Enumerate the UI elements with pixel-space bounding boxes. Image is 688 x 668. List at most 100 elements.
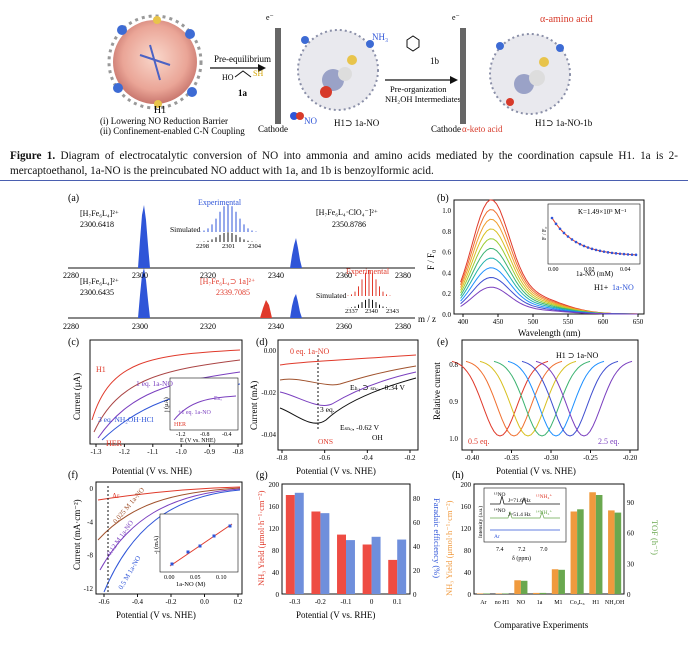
panel-c-label: (c) (68, 337, 79, 348)
h-bar-tof (558, 569, 565, 594)
d-xtick: -0.2 (404, 454, 416, 462)
panel-c-ylabel: Current (μA) (72, 373, 82, 420)
panel-f-ylabel: Current (mA·cm⁻²) (72, 499, 82, 570)
h-xtick: H1 (592, 600, 599, 606)
h-bar-yield (476, 593, 484, 594)
panel-c-inset-eq: +1 eq. 1a-NO (178, 410, 212, 416)
panel-d-eq3-label: 3 eq. (320, 405, 335, 414)
panel-a-top-peak1-mz: 2300.6418 (80, 220, 114, 229)
h-bar-yield (589, 492, 596, 594)
c-xtick: -1.0 (176, 448, 188, 456)
g-y2tick: 20 (413, 567, 421, 575)
f-inset-xtick-0: 0.00 (164, 575, 175, 581)
f-xtick: -0.6 (98, 598, 110, 606)
panel-h-ylabel: NH₃ Yield (μmol·h⁻¹·cm⁻²) (444, 500, 454, 596)
panel-h-inset-trace-1 (490, 495, 560, 505)
h-ytick: 160 (461, 503, 472, 511)
panel-a-top-peak2-label: [H₇Fe₆L₄·ClO₄⁻]²⁺ (316, 208, 378, 217)
b-inset-point (634, 253, 638, 257)
panel-f-curve-ar (97, 486, 241, 501)
electron-label-2: e⁻ (452, 13, 460, 22)
reagent-1a-label: 1a (238, 88, 248, 98)
panel-h-inset (483, 487, 567, 543)
g-bar-yield (337, 534, 346, 594)
g-xtick: -0.1 (340, 598, 352, 606)
f-inset-point (186, 550, 190, 554)
panel-e-eq0-label: 0.5 eq. (468, 437, 490, 446)
panel-e-xlabel: Potential (V vs. NHE) (496, 466, 576, 476)
h1-note-2: (ii) Confinement-enabled C-N Coupling (100, 126, 245, 136)
panel-d-eq0-label: 0 eq. 1a-NO (290, 347, 330, 356)
h-y2tick: 60 (627, 530, 635, 538)
b-inset-point (606, 251, 610, 254)
panel-d-ons-label: ONS (318, 437, 333, 446)
panel-c-inset (169, 377, 239, 431)
panel-c-her-label: HER (106, 439, 123, 448)
b-inset-point (602, 250, 606, 253)
panel-d-e2-label: Eₛₙₒ, -0.62 V (340, 423, 380, 432)
h-xtick: M1 (554, 600, 562, 606)
e-ytick: 0.9 (449, 398, 458, 406)
panel-h-inset-nh4b: ¹⁴NH₄⁺ (536, 510, 552, 516)
panel-d-e1-label: Eₕ₁ ⊃ ₛₙₒ, -0.34 V (350, 383, 406, 392)
panel-c-h1-label: H1 (96, 365, 106, 374)
b-inset-point (590, 247, 594, 251)
panel-b-inset-fit (551, 217, 637, 256)
panel-a-bottom-peak-2 (260, 300, 272, 318)
e-xtick: -0.30 (544, 454, 559, 462)
panel-a-bottom-peak1-mz: 2300.6435 (80, 288, 114, 297)
panel-a-top-exp-label: Experimental (198, 198, 242, 207)
g-ytick: 200 (269, 481, 280, 489)
panel-a-top-peak-2 (290, 238, 302, 268)
h-y2tick: 30 (627, 560, 635, 568)
panel-h-inset-ylabel: Intensity (a.u.) (477, 506, 484, 538)
b-inset-point (582, 244, 586, 248)
b-ytick: 0.2 (442, 290, 451, 298)
h-bar-yield (551, 569, 559, 594)
b-ytick: 0.4 (442, 269, 451, 277)
h-ytick: 40 (464, 569, 472, 577)
h-xtick: Co₄L₆ (570, 600, 585, 606)
h-xtick: 1a (537, 600, 543, 606)
a-top-inset-tick-0: 2298 (196, 243, 209, 250)
b-inset-point (618, 252, 622, 256)
complex-2-label: H1⊃ 1a-NO-1b (535, 118, 593, 128)
b-xtick: 400 (458, 318, 469, 326)
panel-a-bottom-peak-1 (138, 268, 150, 318)
panel-g: (g) -0.3 -0.2 -0.1 0 0.1 NH₃ Yield (μmol·h⁻¹… (256, 470, 442, 620)
f-inset-xtick-2: 0.10 (216, 575, 227, 581)
g-bar-fe (371, 536, 381, 594)
benzoylformic-ring (406, 35, 420, 52)
panel-b-legend-a: H1+ (594, 283, 609, 292)
sh-label: SH (253, 69, 263, 78)
a-top-tick-1: 2300 (132, 271, 148, 280)
cathode-1-label: Cathode (258, 124, 288, 134)
panel-c-inset-xlabel: E (V vs. NHE) (180, 437, 216, 444)
panel-e-label: (e) (437, 337, 448, 348)
h-xtick: NH₂OH (605, 600, 625, 606)
panel-a-bottom-sim-label: Simulated (316, 291, 347, 300)
a-bot-tick-0: 2280 (63, 322, 79, 331)
g-bar-fe (320, 513, 330, 594)
g-xtick: -0.2 (315, 598, 327, 606)
h1-note-1: (i) Lowering NO Reduction Barrier (100, 116, 228, 126)
a-bot-tick-3: 2340 (268, 322, 284, 331)
b-inset-point (622, 252, 626, 256)
panel-f-inset-points (170, 524, 232, 566)
b-xtick: 550 (563, 318, 574, 326)
f-xtick: -0.4 (132, 598, 144, 606)
panel-h-inset-trace-2 (490, 510, 560, 519)
panel-c-inset-eno: Eₙₒ (214, 396, 222, 402)
e-curve (465, 360, 563, 437)
nh2oh-intermediates-label: NH₂OH Intermediates (385, 94, 461, 104)
b-inset-point (594, 248, 598, 252)
scheme-diagram: H1 (i) Lowering NO Reduction Barrier (ii… (100, 13, 593, 136)
b-spectrum-curve (460, 286, 638, 315)
capsule-h1-icon (107, 14, 203, 110)
b-xtick: 600 (598, 318, 609, 326)
c-xtick: -1.1 (147, 448, 159, 456)
c-xtick: -1.2 (119, 448, 131, 456)
e-xtick: -0.35 (504, 454, 519, 462)
electron-label-1: e⁻ (266, 13, 274, 22)
panel-h-inset-ar: Ar (494, 534, 500, 540)
